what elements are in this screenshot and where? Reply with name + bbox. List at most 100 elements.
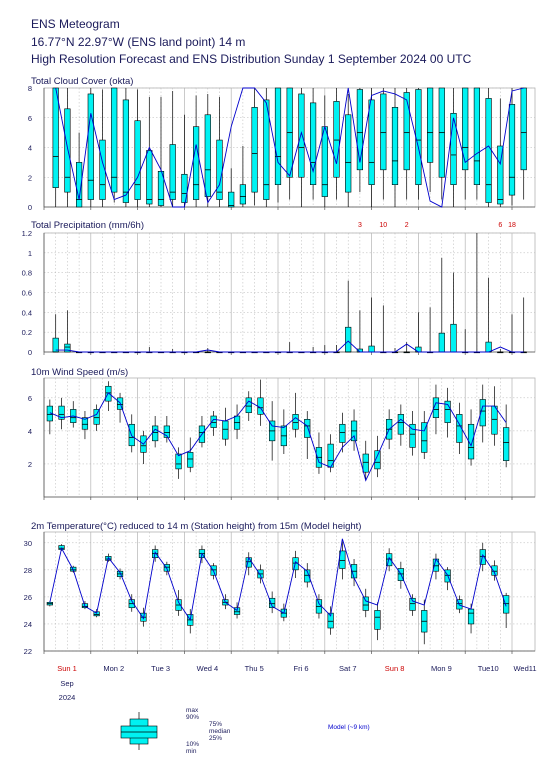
- ens-box: [362, 588, 369, 618]
- ens-box: [374, 602, 381, 641]
- ens-quartile-box: [58, 405, 65, 420]
- ens-quartile-box: [374, 450, 381, 470]
- ens-quartile-box: [298, 93, 305, 178]
- hres-line: [49, 538, 507, 622]
- ens-quartile-box: [508, 104, 516, 196]
- ens-box: [157, 96, 165, 207]
- ens-box: [409, 411, 416, 456]
- ens-box: [356, 310, 364, 353]
- legend-label: 75%: [209, 721, 222, 728]
- day-label: Sat 7: [339, 664, 357, 673]
- ens-box: [187, 437, 194, 473]
- ens-box: [298, 88, 305, 207]
- y-tick-label: 0.4: [22, 308, 32, 317]
- ens-box: [426, 87, 434, 193]
- ens-quartile-box: [450, 323, 457, 353]
- ens-quartile-box: [257, 397, 264, 415]
- ens-box: [304, 411, 311, 459]
- ens-quartile-box: [345, 114, 352, 193]
- ens-box: [128, 594, 135, 612]
- legend-label: max: [186, 707, 199, 714]
- ens-quartile-box: [93, 409, 100, 425]
- ens-box: [397, 404, 404, 446]
- ens-box: [257, 564, 264, 584]
- ens-box: [122, 88, 129, 207]
- ens-box: [286, 342, 293, 354]
- panel-title: Total Precipitation (mm/6h): [31, 220, 144, 231]
- panel-precipitation: Total Precipitation (mm/6h) 0 0.2 0.4 0.6 0.8…: [22, 220, 536, 357]
- ens-box: [175, 447, 182, 479]
- ens-quartile-box: [304, 569, 311, 583]
- y-tick-label: 0: [28, 348, 32, 357]
- ens-quartile-box: [409, 597, 416, 611]
- max-precip-label: 10: [379, 222, 387, 229]
- ens-quartile-box: [52, 87, 59, 188]
- ens-quartile-box: [152, 425, 159, 442]
- ens-quartile-box: [222, 420, 229, 440]
- ens-box: [146, 96, 153, 207]
- ens-quartile-box: [432, 397, 440, 418]
- ens-box: [421, 599, 428, 645]
- ens-box: [503, 592, 510, 629]
- ens-box: [426, 307, 434, 354]
- day-label: Tue 3: [151, 664, 170, 673]
- y-tick-label: 0.6: [22, 289, 32, 298]
- ens-box: [93, 404, 100, 431]
- ens-box: [222, 407, 229, 446]
- ens-box: [269, 401, 276, 461]
- ens-box: [368, 88, 375, 207]
- ens-quartile-box: [368, 345, 375, 353]
- ens-box: [269, 591, 276, 614]
- ens-box: [163, 416, 170, 443]
- ens-box: [356, 88, 364, 193]
- ens-box: [503, 404, 510, 468]
- ens-box: [520, 87, 527, 200]
- ens-box: [327, 606, 334, 635]
- ens-quartile-box: [87, 93, 94, 200]
- ens-box: [473, 87, 481, 200]
- location-label: 16.77°N 22.97°W (ENS land point) 14 m: [31, 35, 246, 49]
- ens-quartile-box: [415, 346, 422, 353]
- ens-quartile-box: [233, 607, 241, 615]
- ens-box: [462, 87, 469, 200]
- ens-box: [508, 314, 516, 354]
- ens-quartile-box: [462, 87, 469, 171]
- ens-quartile-box: [368, 99, 375, 185]
- legend-label: 90%: [186, 714, 199, 721]
- ens-box: [116, 568, 124, 580]
- ens-quartile-box: [397, 414, 404, 435]
- ens-quartile-box: [403, 92, 410, 171]
- day-label: Sun 1: [57, 664, 77, 673]
- legend-label: median: [209, 728, 231, 735]
- legend-label: 10%: [186, 741, 199, 748]
- y-tick-label: 2: [28, 460, 32, 469]
- ens-box: [52, 87, 59, 207]
- ens-box: [438, 87, 445, 200]
- legend-label: 25%: [209, 735, 222, 742]
- ens-box: [169, 90, 176, 207]
- ens-box: [339, 412, 346, 453]
- ens-box: [409, 594, 416, 616]
- ens-quartile-box: [134, 120, 141, 200]
- y-tick-label: 6: [28, 394, 32, 403]
- ens-box: [187, 609, 194, 634]
- y-tick-label: 1.2: [22, 229, 32, 238]
- y-tick-label: 1: [28, 249, 32, 258]
- ens-box: [70, 401, 77, 428]
- ens-quartile-box: [245, 397, 252, 414]
- day-label: Sun 8: [385, 664, 405, 673]
- ens-box: [251, 88, 258, 206]
- ens-box: [345, 93, 352, 207]
- ens-box: [239, 146, 247, 207]
- ens-box: [181, 114, 188, 207]
- ens-box: [497, 98, 504, 207]
- ens-quartile-box: [204, 114, 211, 197]
- ens-box: [64, 310, 71, 353]
- ens-quartile-box: [64, 108, 71, 193]
- ens-box: [467, 409, 475, 466]
- ens-quartile-box: [456, 414, 463, 443]
- page-title: ENS Meteogram: [31, 17, 120, 31]
- panel-wind-speed: 10m Wind Speed (m/s) 2 4 6: [28, 367, 536, 500]
- ens-box: [444, 567, 451, 591]
